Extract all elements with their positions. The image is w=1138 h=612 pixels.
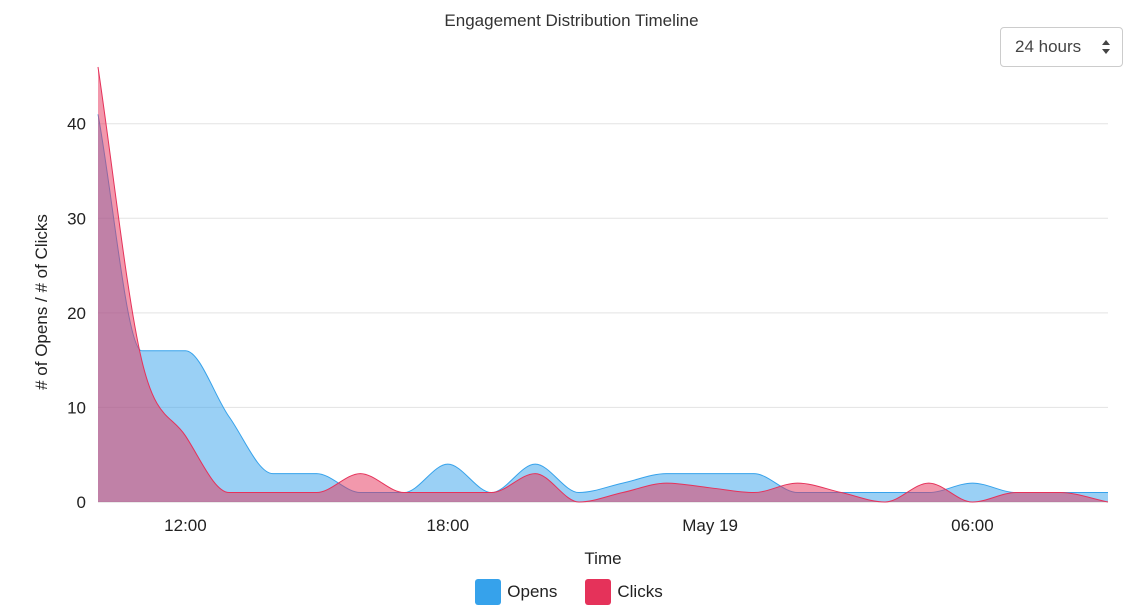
series-area-opens	[98, 114, 1108, 503]
legend-label-clicks: Clicks	[617, 582, 663, 601]
legend-swatch-clicks	[585, 579, 612, 605]
gridlines	[98, 123, 1108, 503]
series-line-clicks	[97, 66, 1109, 503]
y-tick-label: 20	[67, 304, 86, 323]
x-axis: 12:00 18:00 May 19 06:00	[164, 516, 994, 535]
chart-legend: Opens Clicks	[0, 579, 1138, 605]
y-tick-label: 40	[67, 115, 86, 134]
legend-swatch-opens	[475, 579, 502, 605]
y-axis-title: # of Opens / # of Clicks	[32, 214, 51, 390]
y-tick-label: 30	[67, 209, 86, 228]
select-arrows-icon	[1102, 40, 1110, 54]
x-tick-label: May 19	[682, 516, 738, 535]
y-axis: 0 10 20 30 40	[67, 115, 86, 512]
x-axis-title: Time	[584, 549, 621, 568]
series-area-clicks	[98, 67, 1108, 502]
legend-label-opens: Opens	[507, 582, 558, 601]
x-tick-label: 18:00	[427, 516, 470, 535]
time-range-select[interactable]: 24 hours	[1000, 27, 1123, 67]
legend-item-opens[interactable]: Opens	[475, 579, 557, 605]
time-range-value: 24 hours	[1015, 37, 1082, 56]
series-line-opens	[97, 114, 1108, 494]
legend-item-clicks[interactable]: Clicks	[585, 579, 663, 605]
series-layer	[97, 66, 1109, 503]
y-tick-label: 0	[77, 493, 86, 512]
x-tick-label: 06:00	[951, 516, 994, 535]
y-tick-label: 10	[67, 398, 86, 417]
chart-title: Engagement Distribution Timeline	[444, 11, 699, 30]
x-tick-label: 12:00	[164, 516, 207, 535]
